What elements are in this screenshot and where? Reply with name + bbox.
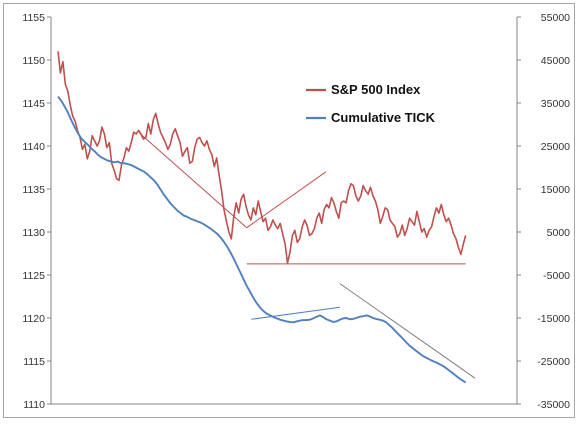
right-tick-label: 45000: [541, 55, 570, 67]
right-tick-label: 15000: [541, 184, 570, 196]
left-axis: 1110 1115 1120 1125 1130 1135 1140 1145 1150 1155: [22, 12, 517, 411]
sp500-series-line: [57, 51, 467, 264]
legend: S&P 500 Index Cumulative TICK: [306, 82, 436, 125]
left-tick-label: 1135: [22, 184, 45, 196]
right-tick-label: 35000: [541, 98, 570, 110]
tick-descending-line: [339, 283, 476, 379]
cumulative-tick-series-line: [57, 96, 467, 384]
legend-label-tick: Cumulative TICK: [331, 110, 436, 125]
left-tick-label: 1125: [22, 270, 45, 282]
right-tick-label: 25000: [541, 141, 570, 153]
left-tick-label: 1115: [23, 356, 45, 368]
right-tick-label: -25000: [537, 356, 570, 368]
right-tick-label: -35000: [537, 399, 570, 411]
legend-label-sp500: S&P 500 Index: [331, 82, 421, 97]
right-tick-label: 5000: [547, 227, 571, 239]
series-group: [57, 51, 467, 384]
left-tick-label: 1155: [22, 12, 45, 24]
left-tick-label: 1140: [22, 141, 45, 153]
left-tick-label: 1130: [22, 227, 45, 239]
right-tick-label: 55000: [541, 12, 570, 24]
price-upper-trendline: [139, 132, 248, 229]
left-tick-label: 1145: [22, 98, 45, 110]
price-rising-wedge-line: [246, 171, 327, 229]
trendlines: [139, 132, 476, 379]
left-tick-label: 1150: [22, 55, 45, 67]
right-tick-label: -5000: [543, 270, 570, 282]
right-tick-label: -15000: [537, 313, 570, 325]
chart-svg: 1110 1115 1120 1125 1130 1135 1140 1145 1150 1155…: [22, 12, 571, 411]
chart-frame: 1110 1115 1120 1125 1130 1135 1140 1145 1150 1155…: [3, 3, 575, 418]
left-tick-label: 1110: [23, 399, 45, 411]
right-axis: -35000 -25000 -15000 -5000 5000 15000 25000 350…: [516, 12, 571, 411]
left-tick-label: 1120: [22, 313, 45, 325]
tick-support-line: [251, 306, 340, 320]
